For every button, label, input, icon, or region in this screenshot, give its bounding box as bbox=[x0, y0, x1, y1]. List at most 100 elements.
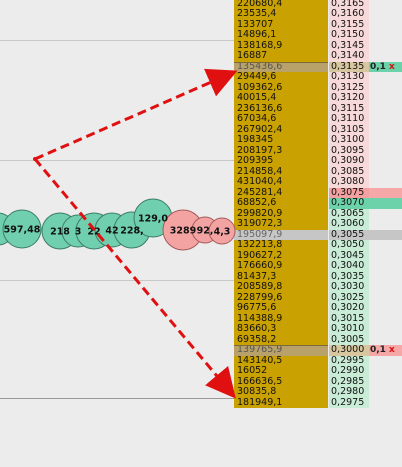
price-cell[interactable]: 0,3065 bbox=[329, 208, 369, 219]
ladder-row[interactable]: 30835,8 0,2980 bbox=[234, 386, 402, 398]
price-cell[interactable]: 0,3090 bbox=[329, 155, 369, 167]
price-cell[interactable]: 0,3110 bbox=[329, 113, 369, 125]
ladder-row[interactable]: 143140,5 0,2995 bbox=[234, 355, 402, 366]
order-cell[interactable] bbox=[369, 187, 402, 198]
price-cell[interactable]: 0,2975 bbox=[329, 397, 369, 408]
order-cell[interactable] bbox=[369, 303, 402, 314]
ladder-row[interactable]: 181949,1 0,2975 bbox=[234, 397, 402, 408]
order-cell[interactable] bbox=[369, 345, 402, 356]
price-cell[interactable]: 0,3100 bbox=[329, 134, 369, 146]
price-cell[interactable]: 0,3005 bbox=[329, 334, 369, 345]
ladder-row[interactable]: 23535,4 0,3160 bbox=[234, 8, 402, 20]
order-cell[interactable] bbox=[369, 82, 402, 93]
price-cell[interactable]: 0,3130 bbox=[329, 71, 369, 83]
order-cell[interactable] bbox=[369, 271, 402, 282]
ladder-row[interactable]: 83660,3 0,3010 bbox=[234, 323, 402, 335]
order-cell[interactable] bbox=[369, 387, 402, 398]
price-cell[interactable]: 0,3115 bbox=[329, 103, 369, 114]
price-cell[interactable]: 0,3050 bbox=[329, 239, 369, 251]
ladder-row[interactable]: 109362,6 0,3125 bbox=[234, 82, 402, 93]
order-cell[interactable] bbox=[369, 324, 402, 335]
order-cell[interactable] bbox=[369, 114, 402, 125]
order-cell[interactable] bbox=[369, 292, 402, 303]
ladder-row[interactable]: 96775,6 0,3020 bbox=[234, 302, 402, 314]
ladder-row[interactable]: 431040,4 0,3080 bbox=[234, 176, 402, 188]
price-cell[interactable]: 0,3025 bbox=[329, 292, 369, 303]
ladder-row[interactable]: 67034,6 0,3110 bbox=[234, 113, 402, 125]
ladder-row[interactable]: 195097,9 0,3055 bbox=[234, 229, 402, 240]
ladder-row[interactable]: 133707 0,3155 bbox=[234, 19, 402, 30]
order-cell[interactable] bbox=[369, 177, 402, 188]
order-cell[interactable] bbox=[369, 93, 402, 104]
ladder-row[interactable]: 139765,9 0,3000 0,1 x bbox=[234, 344, 402, 356]
price-cell[interactable]: 0,2980 bbox=[329, 386, 369, 398]
price-cell[interactable]: 0,3010 bbox=[329, 323, 369, 335]
ladder-row[interactable]: 176660,9 0,3040 bbox=[234, 260, 402, 272]
ladder-row[interactable]: 220680,4 0,3165 bbox=[234, 0, 402, 9]
order-cell[interactable] bbox=[369, 250, 402, 261]
ladder-row[interactable]: 68852,6 0,3070 bbox=[234, 197, 402, 209]
price-cell[interactable]: 0,3095 bbox=[329, 145, 369, 156]
ladder-row[interactable]: 228799,6 0,3025 bbox=[234, 292, 402, 303]
order-cell[interactable] bbox=[369, 30, 402, 41]
price-cell[interactable]: 0,3160 bbox=[329, 8, 369, 20]
order-cell[interactable] bbox=[369, 376, 402, 387]
price-cell[interactable]: 0,3135 bbox=[329, 61, 369, 72]
order-cell[interactable] bbox=[369, 240, 402, 251]
order-cell[interactable] bbox=[369, 124, 402, 135]
price-cell[interactable]: 0,3040 bbox=[329, 260, 369, 272]
ladder-row[interactable]: 208197,3 0,3095 bbox=[234, 145, 402, 156]
ladder-row[interactable]: 14896,1 0,3150 bbox=[234, 29, 402, 41]
price-cell[interactable]: 0,3035 bbox=[329, 271, 369, 282]
price-cell[interactable]: 0,3105 bbox=[329, 124, 369, 135]
order-cell[interactable] bbox=[369, 229, 402, 240]
order-cell[interactable] bbox=[369, 397, 402, 408]
price-cell[interactable]: 0,3165 bbox=[329, 0, 369, 9]
ladder-row[interactable]: 236136,6 0,3115 bbox=[234, 103, 402, 114]
price-cell[interactable]: 0,3020 bbox=[329, 302, 369, 314]
cancel-order-button[interactable]: x bbox=[389, 345, 395, 355]
ladder-row[interactable]: 319072,3 0,3060 bbox=[234, 218, 402, 230]
order-cell[interactable] bbox=[369, 40, 402, 51]
order-cell[interactable] bbox=[369, 166, 402, 177]
price-cell[interactable]: 0,3145 bbox=[329, 40, 369, 51]
order-cell[interactable] bbox=[369, 282, 402, 293]
ladder-row[interactable]: 208589,8 0,3030 bbox=[234, 281, 402, 293]
order-cell[interactable] bbox=[369, 135, 402, 146]
price-cell[interactable]: 0,3070 bbox=[329, 197, 369, 209]
ladder-row[interactable]: 190627,2 0,3045 bbox=[234, 250, 402, 261]
order-cell[interactable] bbox=[369, 156, 402, 167]
order-cell[interactable] bbox=[369, 334, 402, 345]
ladder-row[interactable]: 299820,9 0,3065 bbox=[234, 208, 402, 219]
price-cell[interactable]: 0,2985 bbox=[329, 376, 369, 387]
ladder-row[interactable]: 29449,6 0,3130 bbox=[234, 71, 402, 83]
order-cell[interactable] bbox=[369, 103, 402, 114]
ladder-row[interactable]: 209395 0,3090 bbox=[234, 155, 402, 167]
price-cell[interactable]: 0,3080 bbox=[329, 176, 369, 188]
order-cell[interactable] bbox=[369, 0, 402, 9]
ladder-row[interactable]: 40015,4 0,3120 bbox=[234, 92, 402, 104]
price-cell[interactable]: 0,3125 bbox=[329, 82, 369, 93]
order-cell[interactable] bbox=[369, 9, 402, 20]
price-cell[interactable]: 0,2995 bbox=[329, 355, 369, 366]
price-cell[interactable]: 0,3150 bbox=[329, 29, 369, 41]
price-cell[interactable]: 0,3015 bbox=[329, 313, 369, 324]
price-ladder[interactable]: 220680,4 0,3165 23535,4 0,3160 133707 0,3155 1… bbox=[234, 0, 402, 467]
ladder-row[interactable]: 198345 0,3100 bbox=[234, 134, 402, 146]
order-cell[interactable] bbox=[369, 145, 402, 156]
price-cell[interactable]: 0,3075 bbox=[329, 187, 369, 198]
cancel-order-button[interactable]: x bbox=[389, 61, 395, 72]
order-cell[interactable] bbox=[369, 219, 402, 230]
ladder-row[interactable]: 81437,3 0,3035 bbox=[234, 271, 402, 282]
price-cell[interactable]: 0,3140 bbox=[329, 50, 369, 62]
price-cell[interactable]: 0,3085 bbox=[329, 166, 369, 177]
order-cell[interactable] bbox=[369, 19, 402, 30]
ladder-row[interactable]: 138168,9 0,3145 bbox=[234, 40, 402, 51]
order-cell[interactable] bbox=[369, 313, 402, 324]
order-cell[interactable] bbox=[369, 208, 402, 219]
ladder-row[interactable]: 214858,4 0,3085 bbox=[234, 166, 402, 177]
price-cell[interactable]: 0,3155 bbox=[329, 19, 369, 30]
price-cell[interactable]: 0,3055 bbox=[329, 229, 369, 240]
ladder-row[interactable]: 114388,9 0,3015 bbox=[234, 313, 402, 324]
price-cell[interactable]: 0,3120 bbox=[329, 92, 369, 104]
